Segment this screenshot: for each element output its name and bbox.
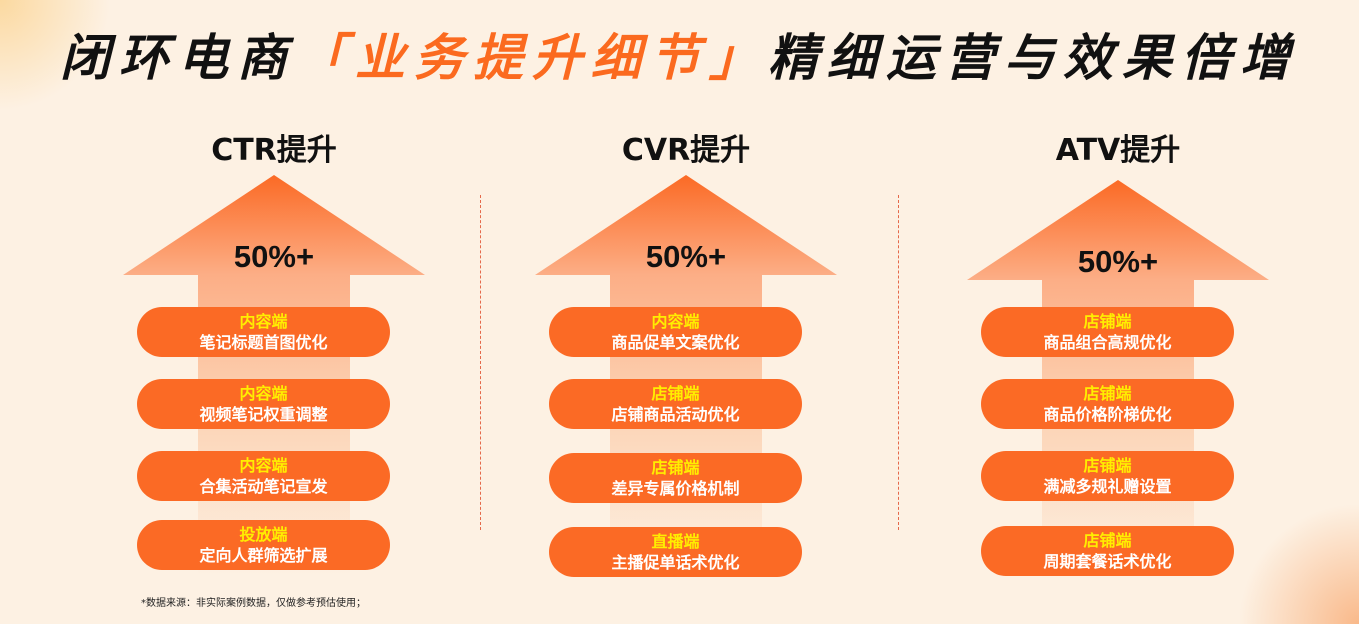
channel-label: 内容端: [239, 456, 288, 475]
tactic-label: 周期套餐话术优化: [1043, 552, 1172, 571]
title-part: 闭环电商: [60, 29, 296, 87]
tactic-pill: 投放端定向人群筛选扩展: [137, 520, 390, 570]
tactic-pill: 内容端笔记标题首图优化: [137, 307, 390, 357]
channel-label: 店铺端: [1083, 384, 1132, 403]
channel-label: 店铺端: [651, 384, 700, 403]
channel-label: 店铺端: [651, 458, 700, 477]
tactic-pill: 内容端视频笔记权重调整: [137, 379, 390, 429]
title-highlight: 「业务提升细节」: [296, 29, 768, 87]
tactic-label: 差异专属价格机制: [611, 479, 740, 498]
up-arrow-icon: [535, 175, 837, 575]
channel-label: 内容端: [239, 384, 288, 403]
tactic-label: 店铺商品活动优化: [611, 405, 740, 424]
tactic-pill: 内容端合集活动笔记宣发: [137, 451, 390, 501]
channel-label: 店铺端: [1083, 531, 1132, 550]
channel-label: 店铺端: [1083, 312, 1132, 331]
increase-value: 50%+: [645, 239, 727, 274]
tactic-pill: 店铺端商品价格阶梯优化: [981, 379, 1234, 429]
tactic-pill: 店铺端差异专属价格机制: [549, 453, 802, 503]
tactic-label: 合集活动笔记宣发: [199, 477, 328, 496]
tactic-label: 定向人群筛选扩展: [199, 546, 328, 565]
channel-label: 内容端: [651, 312, 700, 331]
tactic-label: 商品组合高规优化: [1043, 333, 1172, 352]
increase-value: 50%+: [1077, 244, 1159, 279]
tactic-pill: 店铺端商品组合高规优化: [981, 307, 1234, 357]
title-part: 精细运营与效果倍增: [768, 29, 1299, 87]
channel-label: 内容端: [239, 312, 288, 331]
tactic-label: 满减多规礼赠设置: [1043, 477, 1172, 496]
metric-column: CTR提升 50%+ 内容端 笔记标题首图优化 内容端 视频笔记权重调整 内容端 合集活动笔…: [119, 0, 429, 600]
tactic-pill: 店铺端店铺商品活动优化: [549, 379, 802, 429]
footnote: *数据来源：非实际案例数据，仅做参考预估使用；: [141, 598, 366, 609]
column-heading: CTR提升: [211, 133, 337, 168]
tactic-label: 主播促单话术优化: [611, 553, 740, 572]
tactic-pill: 直播端主播促单话术优化: [549, 527, 802, 577]
column-divider: [898, 195, 899, 530]
channel-label: 店铺端: [1083, 456, 1132, 475]
tactic-pill: 内容端商品促单文案优化: [549, 307, 802, 357]
channel-label: 投放端: [239, 525, 288, 544]
metric-column: ATV提升 50%+ 店铺端 商品组合高规优化 店铺端 商品价格阶梯优化 店铺端 满减多规礼…: [963, 0, 1273, 600]
tactic-pill: 店铺端满减多规礼赠设置: [981, 451, 1234, 501]
up-arrow-icon: [123, 175, 425, 575]
tactic-label: 商品价格阶梯优化: [1043, 405, 1172, 424]
metric-column: CVR提升 50%+ 内容端 商品促单文案优化 店铺端 店铺商品活动优化 店铺端 差异专属价…: [531, 0, 841, 600]
increase-value: 50%+: [233, 239, 315, 274]
tactic-label: 商品促单文案优化: [611, 333, 740, 352]
channel-label: 直播端: [651, 532, 700, 551]
tactic-label: 视频笔记权重调整: [199, 405, 328, 424]
slide-title: 闭环电商「业务提升细节」精细运营与效果倍增: [0, 18, 1359, 90]
tactic-pill: 店铺端周期套餐话术优化: [981, 526, 1234, 576]
column-heading: ATV提升: [1055, 133, 1181, 168]
column-heading: CVR提升: [621, 133, 751, 168]
column-divider: [480, 195, 481, 530]
tactic-label: 笔记标题首图优化: [199, 333, 328, 352]
